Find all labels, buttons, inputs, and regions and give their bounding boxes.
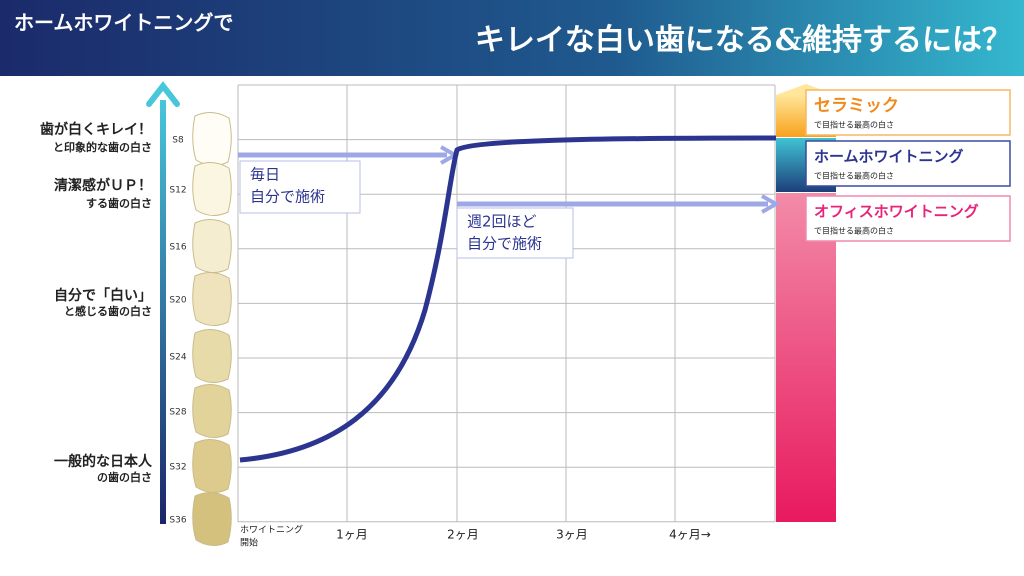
tooth [192, 439, 232, 493]
x-label: 4ヶ月→ [669, 528, 711, 542]
treatment-caption: で目指せる最高の白さ [814, 120, 894, 130]
x-label: ホワイトニング [240, 524, 303, 536]
whitening-curve [239, 135, 777, 463]
axis-arrow [160, 100, 166, 524]
treatment-box [805, 89, 1011, 136]
shade-label: S20 [169, 296, 186, 306]
treatment-name: ホームホワイトニング [814, 148, 964, 166]
x-label: 3ヶ月 [556, 528, 588, 542]
note-text: 自分で施術 [250, 188, 325, 206]
shade-label: S32 [169, 463, 186, 473]
header-subtitle: ホームホワイトニングで [14, 11, 233, 35]
level-label: 自分で「白い」 [54, 287, 152, 304]
office-band [776, 193, 836, 522]
note-box [456, 207, 574, 259]
tooth [192, 272, 232, 326]
axis-arrow-head [146, 81, 180, 107]
shade-label: S36 [169, 516, 186, 526]
treatment-box [805, 195, 1011, 242]
tooth [192, 162, 232, 216]
level-label: 一般的な日本人 [54, 453, 153, 470]
level-sublabel: と感じる歯の白さ [64, 304, 152, 318]
level-label: 歯が白くキレイ！ [40, 121, 152, 138]
shade-label: S8 [172, 136, 184, 146]
level-sublabel: の歯の白さ [97, 470, 152, 484]
level-sublabel: する歯の白さ [86, 196, 152, 210]
treatment-caption: で目指せる最高の白さ [814, 171, 894, 181]
progress-arrow-head [761, 194, 781, 214]
tooth [192, 112, 232, 166]
treatment-box [805, 140, 1011, 187]
note-text: 週2回ほど [467, 213, 537, 231]
tooth [192, 492, 232, 546]
note-box [239, 160, 361, 214]
shade-label: S12 [169, 186, 186, 196]
shade-label: S28 [169, 408, 186, 418]
treatment-name: オフィスホワイトニング [814, 203, 979, 221]
tooth [192, 219, 232, 273]
treatment-caption: で目指せる最高の白さ [814, 226, 894, 236]
level-label: 清潔感がＵＰ！ [54, 177, 152, 194]
x-label: 1ヶ月 [336, 528, 368, 542]
tooth [192, 384, 232, 438]
shade-label: S24 [169, 353, 186, 363]
treatment-name: セラミック [814, 96, 899, 116]
header-bar [0, 0, 1024, 76]
header-title: キレイな白い歯になる&維持するには？ [475, 23, 1012, 58]
x-label: 開始 [240, 537, 258, 549]
x-label: 2ヶ月 [447, 528, 479, 542]
note-text: 自分で施術 [467, 235, 542, 253]
level-sublabel: と印象的な歯の白さ [53, 140, 152, 154]
note-text: 毎日 [250, 166, 280, 184]
tooth [192, 329, 232, 383]
shade-label: S16 [169, 243, 186, 253]
